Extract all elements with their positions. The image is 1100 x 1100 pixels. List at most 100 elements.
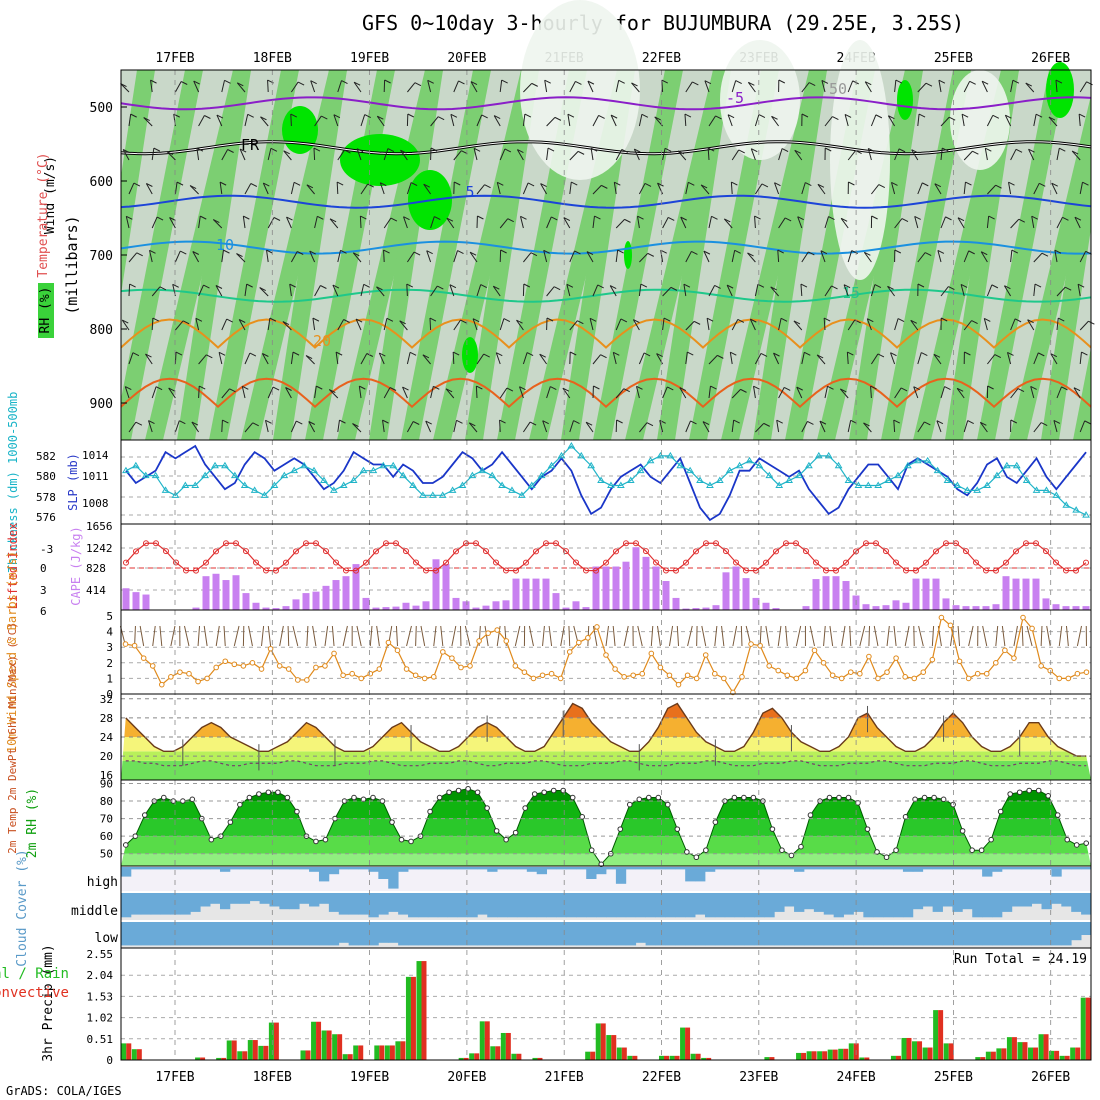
wind-barb-flag [499,419,506,424]
wind-barb [170,625,176,647]
thickness-marker [587,461,596,469]
wind-barb [592,625,598,647]
thickness-tick-label: 578 [36,491,56,504]
cloud-bar [784,922,795,946]
wind-barb-flag [781,148,789,152]
wind-barb-flag [797,216,804,221]
wind-barb [615,149,623,161]
wind-barb-flag [566,283,574,288]
thickness-marker [419,491,427,498]
cape-bar [142,594,150,610]
lifted-index-marker [143,540,149,547]
wind-barb-flag [738,149,745,154]
wind-barb-flag [172,283,179,288]
cloud-bar [526,867,538,872]
precip-convective-bar [537,1057,543,1060]
cloud-bar [507,922,518,946]
wind-speed-marker [1074,670,1081,677]
wind-barb-flag [125,386,132,391]
wind-barb-flag [297,81,305,86]
wind-barb-flag [377,115,384,120]
wind-barb [1079,320,1089,331]
wind-barb [540,183,548,195]
precip-total-bar [247,1040,253,1060]
wind-barb [567,114,571,127]
wind-barb [289,284,292,297]
cloud-bar [536,867,548,875]
wind-barb-flag [356,148,364,153]
wind-barb-flag [614,181,621,186]
cloud-bar [497,893,508,918]
precip-convective-bar [400,1041,406,1060]
wind-barb [244,352,251,365]
wind-barb [847,420,852,433]
rh-marker [256,791,262,797]
wind-speed-marker [349,670,355,677]
wind-barb-flag [216,114,224,119]
wind-barb-flag [507,218,514,223]
wind-barb-flag [1071,150,1079,155]
wind-barb [957,217,965,229]
wind-barb [427,80,432,93]
wind-barb [847,150,856,161]
wind-barb-flag [332,284,340,289]
lifted-index-marker [433,567,439,574]
wind-barb [324,625,329,647]
wind-barb-flag [703,250,711,255]
lifted-index-marker [323,548,329,555]
precip-total-bar [912,1041,918,1060]
wind-speed-marker [294,677,301,683]
precip-tick-label: 2.04 [87,969,114,982]
wind-barb [196,148,200,161]
cloud-bar [229,867,241,870]
wind-barb-flag [390,217,398,222]
wind-barb [473,148,478,161]
wind-barb [949,625,954,647]
rh-marker [541,789,547,796]
cape-bar [682,608,690,610]
rh-marker [988,836,994,843]
wind-barb-flag [470,81,478,86]
wind-barb [612,352,617,365]
wind-barb-flag [413,251,421,256]
lifted-index-marker [563,548,569,555]
cloud-bar [318,922,330,946]
lifted-index-marker [583,567,589,574]
wind-barb [891,182,896,195]
wind-barb-flag [409,351,417,356]
cape-tick-label: 414 [86,584,106,597]
wind-barb [189,185,199,195]
cape-bar [842,581,850,610]
wind-barb [987,184,996,195]
cloud-bar [1001,893,1013,912]
cloud-bar [259,922,270,946]
wind-barb-flag [180,250,187,255]
cloud-bar [1071,922,1082,941]
cape-bar [1062,606,1070,610]
wind-barb [499,318,505,331]
wind-barb [821,80,826,93]
wind-barb [960,284,965,297]
wind-barb-flag [1055,79,1063,84]
precip-total-bar [121,1043,127,1060]
cloud-bar [784,867,795,870]
cape-bar [272,608,280,610]
wind-barb [940,148,943,161]
rh-tick-label: 50 [100,848,113,861]
cloud-bar [596,893,607,918]
lifted-index-marker [893,559,899,566]
wind-speed-marker [158,681,165,688]
wind-barb [337,250,341,263]
precip-total-bar [859,1057,865,1060]
wind-barb-flag [840,217,848,222]
pressure-tick-label: 500 [90,101,113,116]
wind-barb [522,114,526,127]
cloud-bar [992,922,1003,946]
cloud-bar [813,867,825,870]
cloud-bar [823,893,835,915]
wind-barb [986,115,994,127]
cape-bar [1032,578,1040,610]
wind-barb [778,387,785,399]
wind-barb-flag [687,351,694,356]
